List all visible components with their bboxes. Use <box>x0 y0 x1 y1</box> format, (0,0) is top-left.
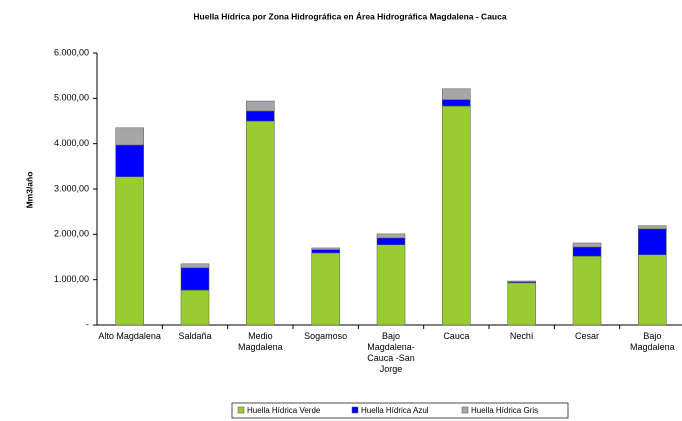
x-tick-label: Saldaña <box>178 331 212 341</box>
legend-label: Huella Hídrica Verde <box>247 406 321 415</box>
x-tick-label: Alto Magdalena <box>98 331 161 341</box>
bar-segment <box>638 228 667 255</box>
legend-swatch <box>351 406 359 414</box>
x-tick-label: Nechí <box>509 331 534 341</box>
y-tick-label: 6.000,00 <box>54 47 89 57</box>
bar-segment <box>442 99 471 107</box>
y-tick-label: 3.000,00 <box>54 183 89 193</box>
bar-segment <box>376 237 406 246</box>
x-tick-label: Cesar <box>574 331 599 341</box>
bar-segment <box>376 233 406 239</box>
bar-segment <box>638 225 667 230</box>
bar-segment <box>572 255 602 326</box>
x-tick-label: Sogamoso <box>304 331 348 341</box>
bar-segment <box>180 289 210 326</box>
bar-segment <box>311 249 340 254</box>
bar-segment <box>572 242 602 248</box>
x-tick-label: Cauca <box>443 331 470 341</box>
x-tick-label: Bajo Magdalena <box>630 331 675 352</box>
bar-segment <box>115 176 144 326</box>
y-tick-label: 1.000,00 <box>54 274 89 284</box>
x-tick-label: Bajo Magdalena-Cauca -San Jorge <box>367 331 415 374</box>
y-tick-label: 4.000,00 <box>54 138 89 148</box>
y-axis-title: Mm3/año <box>24 172 34 209</box>
bar-segment <box>442 88 471 100</box>
bar-segment <box>311 252 340 326</box>
bar-segment <box>507 280 536 283</box>
bar-segment <box>246 120 275 326</box>
bar-segment <box>638 254 667 326</box>
bar-segment <box>246 100 275 112</box>
bar-segment <box>311 247 340 250</box>
legend-label: Huella Hídrica Azul <box>361 406 429 415</box>
bar-segment <box>246 110 275 122</box>
bar-segment <box>376 244 406 326</box>
bar-segment <box>572 246 602 257</box>
bar-segment <box>115 127 144 146</box>
bar-segment <box>115 144 144 178</box>
legend-swatch <box>461 406 469 414</box>
legend-box <box>231 402 569 419</box>
bar-segment <box>180 267 210 291</box>
chart-title: Huella Hídrica por Zona Hidrográfica en … <box>193 11 506 21</box>
bar-segment <box>180 263 210 269</box>
bar-segment <box>507 282 536 326</box>
y-tick-label: - <box>86 319 89 329</box>
y-tick-label: 5.000,00 <box>54 93 89 103</box>
x-tick-label: Medio Magdalena <box>238 331 283 352</box>
legend-swatch <box>237 406 245 414</box>
bar-segment <box>442 105 471 326</box>
legend-label: Huella Hídrica Gris <box>471 406 538 415</box>
y-tick-label: 2.000,00 <box>54 229 89 239</box>
